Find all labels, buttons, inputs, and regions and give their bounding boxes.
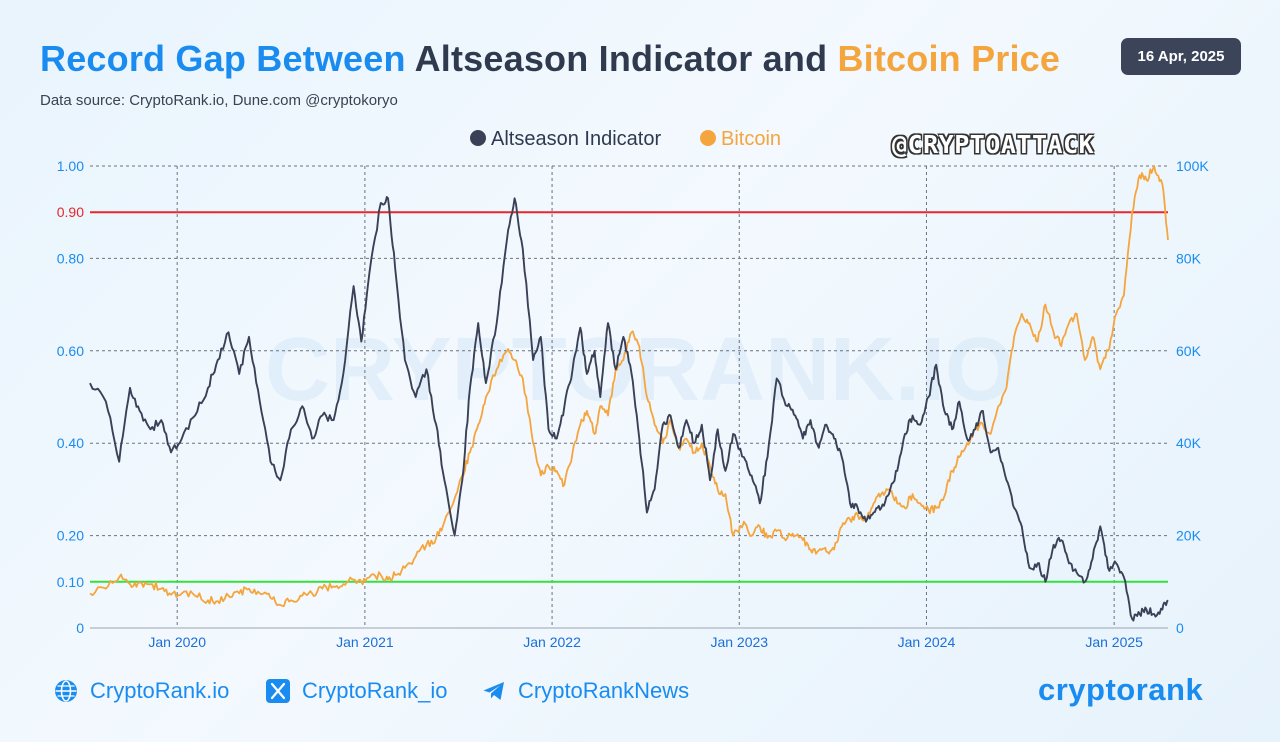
- legend-label-altseason: Altseason Indicator: [491, 128, 661, 150]
- axes: Jan 2020 Jan 2021 Jan 2022 Jan 2023 Jan 2024…: [57, 158, 1210, 650]
- x-tick-label: Jan 2020: [148, 634, 206, 650]
- legend: Altseason Indicator Bitcoin: [470, 128, 781, 150]
- legend-dot-bitcoin: [700, 130, 716, 146]
- x-tick-label: Jan 2025: [1085, 634, 1143, 650]
- globe-icon: [55, 680, 77, 702]
- y-left-tick-label: 0: [76, 620, 84, 636]
- y-right-tick-label: 20K: [1176, 528, 1202, 544]
- date-badge: 16 Apr, 2025: [1121, 38, 1241, 75]
- y-left-tick-label: 0.80: [57, 250, 84, 266]
- social-watermark: @CRYPTOATTACK: [892, 130, 1095, 159]
- y-right-tick-label: 100K: [1176, 158, 1209, 174]
- telegram-label: CryptoRankNews: [518, 678, 690, 703]
- website-label: CryptoRank.io: [90, 678, 230, 703]
- y-left-tick-label: 0.60: [57, 343, 84, 359]
- y-right-tick-label: 80K: [1176, 250, 1202, 266]
- x-logo-icon: [266, 679, 290, 703]
- y-right-tick-label: 40K: [1176, 435, 1202, 451]
- y-right-tick-label: 60K: [1176, 343, 1202, 359]
- brand-logo: cryptorank: [1038, 672, 1204, 707]
- footer-x[interactable]: CryptoRank_io: [266, 675, 448, 707]
- data-source: Data source: CryptoRank.io, Dune.com @cr…: [40, 92, 398, 109]
- page-title: Record Gap Between Altseason Indicator a…: [40, 38, 1060, 80]
- y-right-tick-label: 0: [1176, 620, 1184, 636]
- telegram-icon: [483, 682, 504, 700]
- x-tick-label: Jan 2024: [898, 634, 956, 650]
- x-tick-label: Jan 2023: [710, 634, 768, 650]
- x-tick-label: Jan 2021: [336, 634, 394, 650]
- footer-website[interactable]: CryptoRank.io: [54, 675, 229, 707]
- footer-telegram[interactable]: CryptoRankNews: [482, 675, 689, 707]
- y-left-tick-label: 0.90: [57, 204, 84, 220]
- y-left-tick-label: 1.00: [57, 158, 84, 174]
- grid-lines: [90, 165, 1168, 628]
- legend-label-bitcoin: Bitcoin: [721, 128, 781, 150]
- series-layer: [89, 165, 1169, 622]
- altseason-line: [89, 196, 1169, 622]
- legend-dot-altseason: [470, 130, 486, 146]
- background-watermark: CRYPTORANK.IO: [265, 320, 1015, 420]
- y-left-tick-label: 0.20: [57, 528, 84, 544]
- title-part-altseason: Altseason Indicator and: [414, 38, 828, 79]
- title-part-record-gap: Record Gap Between: [40, 38, 406, 79]
- threshold-lines: [90, 211, 1168, 583]
- x-handle-label: CryptoRank_io: [302, 678, 448, 703]
- y-left-tick-label: 0.10: [57, 574, 84, 590]
- x-tick-label: Jan 2022: [523, 634, 581, 650]
- y-left-tick-label: 0.40: [57, 435, 84, 451]
- footer: CryptoRank.io CryptoRank_io CryptoRankNe…: [0, 675, 1280, 707]
- title-part-bitcoin: Bitcoin Price: [837, 38, 1061, 79]
